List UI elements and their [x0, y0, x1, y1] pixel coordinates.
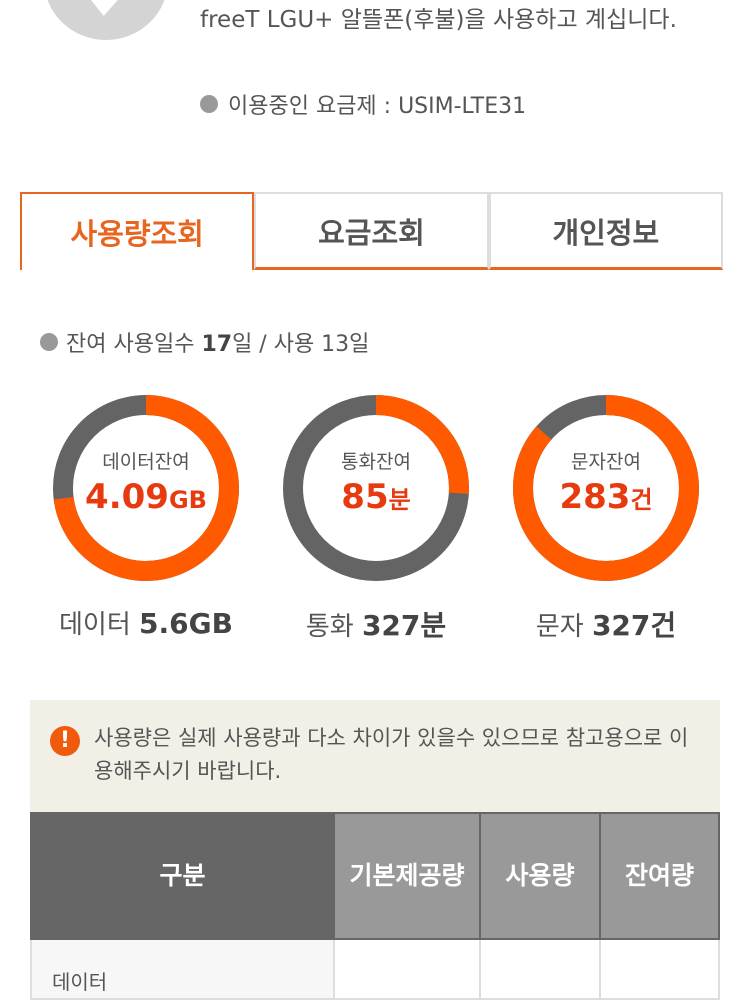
donut-value: 4.09GB — [85, 477, 207, 517]
profile-message: freeT LGU+ 알뜰폰(후불)을 사용하고 계십니다. — [200, 7, 677, 33]
usage-total: 통화 327분 — [305, 609, 447, 642]
donut-value: 283건 — [559, 477, 653, 517]
donut-value: 85분 — [341, 477, 411, 517]
days-remaining: 17 — [201, 332, 233, 357]
row-basic — [333, 938, 481, 1000]
donut-label: 통화잔여 — [341, 451, 411, 473]
bullet-icon — [200, 95, 218, 113]
usage-total: 문자 327건 — [535, 609, 677, 642]
header-used: 사용량 — [479, 812, 601, 940]
notice-text: 사용량은 실제 사용량과 다소 차이가 있을수 있으므로 참고용으로 이용해주시… — [94, 726, 689, 783]
donut-0: 데이터잔여 4.09GB — [53, 395, 239, 581]
table-row: 데이터 — [30, 938, 720, 1000]
plan-label: 이용중인 요금제 : USIM-LTE31 — [228, 94, 527, 119]
profile-avatar — [44, 0, 168, 40]
check-icon — [91, 0, 118, 16]
donut-remaining-arc — [283, 395, 469, 581]
tab-personal-info[interactable]: 개인정보 — [488, 192, 723, 270]
donut-1: 통화잔여 85분 — [283, 395, 469, 581]
donut-label: 문자잔여 — [571, 451, 641, 473]
notice-box: ! 사용량은 실제 사용량과 다소 차이가 있을수 있으므로 참고용으로 이용해… — [30, 700, 720, 812]
row-remaining — [599, 938, 720, 1000]
header-remaining: 잔여량 — [599, 812, 720, 940]
row-category: 데이터 — [30, 938, 335, 1000]
days-used: 일 / 사용 13일 — [232, 332, 370, 357]
usage-total: 데이터 5.6GB — [59, 607, 233, 640]
remaining-days: 잔여 사용일수 17일 / 사용 13일 — [40, 326, 369, 358]
donut-label: 데이터잔여 — [102, 451, 190, 473]
donut-2: 문자잔여 283건 — [513, 395, 699, 581]
tab-billing[interactable]: 요금조회 — [254, 192, 489, 270]
header-category: 구분 — [30, 812, 335, 940]
tab-bar: 사용량조회 요금조회 개인정보 — [20, 192, 723, 270]
days-prefix: 잔여 사용일수 — [66, 332, 202, 357]
exclamation-icon: ! — [50, 726, 80, 756]
donut-remaining-arc — [53, 395, 239, 581]
row-used — [479, 938, 601, 1000]
current-plan: 이용중인 요금제 : USIM-LTE31 — [200, 88, 526, 120]
donut-remaining-arc — [513, 395, 699, 581]
header-basic: 기본제공량 — [333, 812, 481, 940]
bullet-icon — [40, 333, 58, 351]
usage-table: 구분 기본제공량 사용량 잔여량 데이터 — [30, 812, 720, 1000]
tab-usage[interactable]: 사용량조회 — [20, 192, 255, 270]
